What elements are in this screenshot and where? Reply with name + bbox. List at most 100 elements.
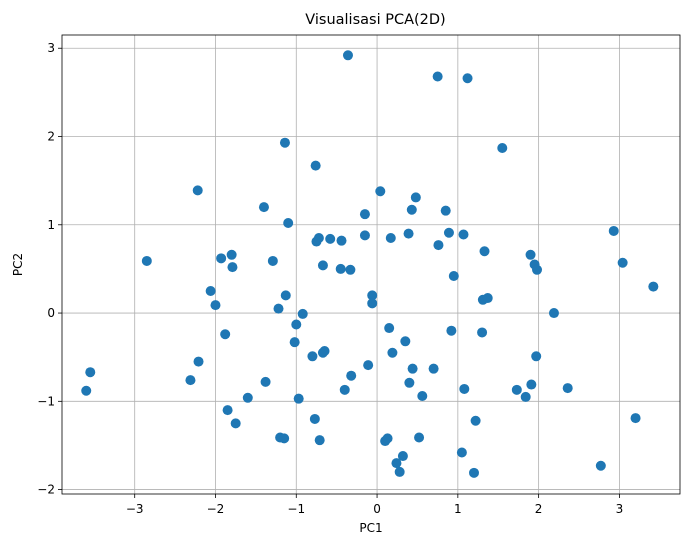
- data-point: [384, 323, 395, 334]
- data-point: [456, 447, 467, 458]
- data-point: [548, 308, 559, 319]
- data-point: [359, 209, 370, 220]
- data-point: [391, 458, 402, 469]
- data-point: [526, 379, 537, 390]
- data-point: [293, 393, 304, 404]
- data-point: [414, 432, 425, 443]
- y-tick-label: 1: [47, 218, 55, 232]
- data-point: [448, 270, 459, 281]
- data-point: [367, 298, 378, 309]
- data-point: [482, 293, 493, 304]
- x-axis: −3 −2 −1 0 1 2 3: [126, 494, 623, 516]
- data-point: [325, 233, 336, 244]
- data-point: [446, 325, 457, 336]
- data-point: [443, 227, 454, 238]
- x-axis-label: PC1: [359, 521, 382, 535]
- data-point: [260, 376, 271, 387]
- data-point: [479, 246, 490, 257]
- data-point: [462, 73, 473, 84]
- data-point: [227, 262, 238, 273]
- data-point: [192, 185, 203, 196]
- data-point: [469, 467, 479, 478]
- data-point: [562, 383, 573, 394]
- x-tick-label: 1: [454, 502, 462, 516]
- data-point: [230, 418, 241, 429]
- data-point: [185, 375, 196, 386]
- x-tick-label: −2: [207, 502, 225, 516]
- data-point: [367, 290, 378, 301]
- data-point: [403, 228, 414, 239]
- y-tick-label: 3: [47, 41, 55, 55]
- plot-frame: [61, 34, 681, 495]
- data-point: [394, 466, 405, 477]
- data-point: [630, 413, 641, 424]
- data-point: [310, 160, 321, 171]
- y-tick-label: 0: [47, 306, 55, 320]
- data-point: [470, 415, 481, 426]
- data-point: [459, 383, 470, 394]
- data-point: [525, 249, 536, 260]
- data-point: [210, 300, 221, 311]
- data-point: [404, 377, 415, 388]
- data-point: [345, 264, 356, 275]
- data-point: [339, 384, 350, 395]
- data-point: [520, 391, 531, 402]
- data-point: [397, 451, 408, 462]
- x-tick-label: 0: [373, 502, 381, 516]
- data-point: [407, 363, 418, 374]
- data-point: [382, 433, 393, 444]
- data-point: [346, 370, 357, 381]
- data-point: [85, 367, 96, 378]
- data-point: [532, 264, 543, 275]
- data-point: [617, 257, 628, 268]
- grid: [62, 35, 680, 494]
- data-point: [283, 218, 294, 229]
- data-point: [511, 384, 522, 395]
- y-axis-label: PC2: [11, 253, 25, 276]
- data-point: [273, 303, 284, 314]
- data-point: [335, 263, 346, 274]
- data-point: [280, 290, 291, 301]
- data-point: [359, 230, 370, 241]
- data-points: [81, 50, 659, 478]
- y-tick-label: −2: [37, 483, 55, 497]
- data-point: [279, 137, 290, 148]
- data-point: [497, 142, 508, 153]
- data-point: [406, 204, 417, 215]
- data-point: [458, 229, 469, 240]
- data-point: [226, 249, 237, 260]
- data-point: [267, 255, 278, 266]
- data-point: [432, 71, 443, 82]
- data-point: [222, 405, 233, 416]
- x-tick-label: 3: [616, 502, 624, 516]
- data-point: [363, 360, 374, 371]
- y-tick-label: −1: [37, 394, 55, 408]
- data-point: [531, 351, 542, 362]
- data-point: [258, 202, 269, 213]
- data-point: [342, 50, 353, 61]
- data-point: [385, 233, 396, 244]
- y-axis: −2 −1 0 1 2 3: [37, 41, 62, 497]
- data-point: [141, 255, 152, 266]
- data-point: [220, 329, 231, 340]
- data-point: [336, 235, 347, 246]
- data-point: [307, 351, 318, 362]
- data-point: [289, 337, 300, 348]
- x-tick-label: 2: [535, 502, 543, 516]
- x-tick-label: −1: [287, 502, 305, 516]
- data-point: [387, 347, 398, 358]
- data-point: [309, 413, 320, 424]
- data-point: [317, 260, 328, 271]
- data-point: [279, 433, 290, 444]
- x-tick-label: −3: [126, 502, 144, 516]
- data-point: [477, 327, 488, 338]
- data-point: [242, 392, 253, 403]
- data-point: [433, 240, 444, 251]
- data-point: [314, 435, 325, 446]
- data-point: [428, 363, 439, 374]
- data-point: [400, 336, 411, 347]
- y-tick-label: 2: [47, 130, 55, 144]
- data-point: [648, 281, 659, 292]
- data-point: [216, 253, 227, 264]
